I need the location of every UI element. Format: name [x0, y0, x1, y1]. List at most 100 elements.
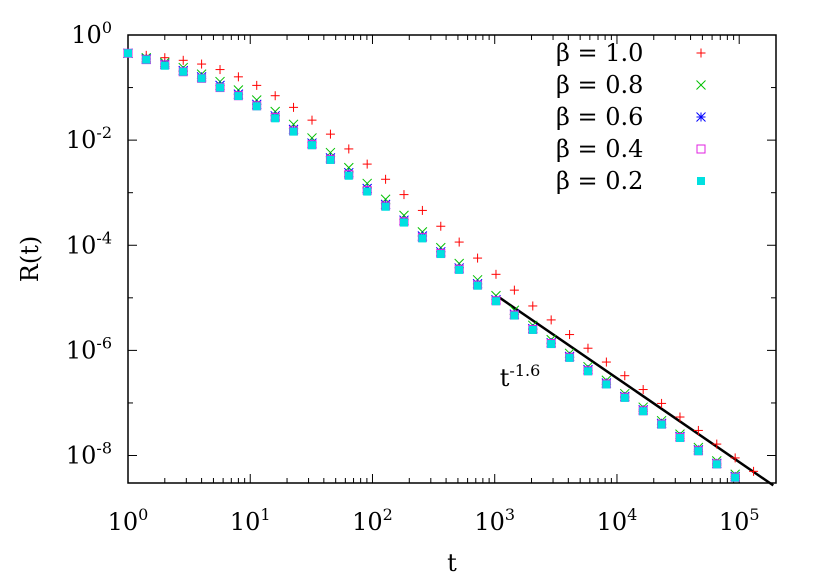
data-point	[363, 187, 372, 196]
data-point	[417, 205, 427, 215]
data-point	[233, 72, 243, 82]
series-points	[123, 48, 741, 482]
x-axis-label: t	[447, 549, 457, 577]
data-point	[197, 59, 207, 69]
legend-marker	[696, 48, 706, 58]
data-point	[657, 420, 666, 429]
data-point	[344, 144, 354, 154]
data-point	[271, 114, 280, 123]
data-point	[565, 330, 575, 340]
data-point	[546, 315, 556, 325]
data-point	[565, 353, 574, 362]
x-tick-label: 105	[719, 505, 760, 536]
data-point	[491, 269, 501, 279]
x-tick-label: 104	[597, 505, 638, 536]
data-point	[749, 466, 759, 476]
legend-label: β = 0.6	[556, 103, 643, 131]
legend-marker	[696, 80, 706, 90]
data-point	[252, 102, 261, 111]
data-point	[712, 439, 722, 449]
data-point	[252, 80, 262, 90]
data-point	[399, 190, 409, 200]
data-point	[601, 357, 611, 367]
data-point	[142, 55, 151, 64]
legend-marker	[696, 112, 706, 122]
data-point	[270, 91, 280, 101]
data-point	[215, 65, 225, 75]
y-tick-labels: 100 10-2 10-4 10-6 10-8	[66, 18, 112, 470]
plot-frame	[127, 34, 777, 484]
data-point	[362, 159, 372, 169]
data-point	[124, 49, 132, 58]
data-point	[289, 102, 299, 112]
data-point	[675, 433, 684, 442]
data-point	[473, 281, 482, 290]
data-point	[547, 340, 556, 349]
data-point	[693, 425, 703, 435]
legend-marker	[696, 144, 706, 154]
data-point	[620, 393, 629, 402]
data-point	[454, 237, 464, 247]
data-point	[381, 202, 390, 211]
axis-ticks	[127, 34, 777, 483]
x-tick-label: 101	[230, 505, 271, 536]
series-points	[123, 48, 740, 482]
data-point	[436, 250, 445, 259]
x-tick-label: 102	[352, 505, 393, 536]
data-point	[307, 115, 317, 125]
data-point	[216, 83, 225, 92]
data-point	[528, 325, 537, 334]
fit-line-group	[499, 296, 774, 487]
series-points	[124, 49, 740, 482]
data-point	[418, 234, 427, 243]
legend-label: β = 1.0	[556, 39, 643, 67]
legend: β = 1.0 β = 0.8 β = 0.6 β = 0.4 β = 0.2	[556, 39, 706, 195]
data-point	[289, 127, 298, 136]
data-point	[344, 171, 353, 180]
y-tick-label: 10-8	[66, 439, 112, 470]
x-tick-label: 100	[108, 505, 149, 536]
y-tick-label: 10-6	[66, 333, 112, 364]
data-point	[234, 92, 243, 101]
x-tick-label: 103	[474, 505, 515, 536]
data-point	[602, 380, 611, 389]
data-point	[620, 371, 630, 381]
data-point	[325, 129, 335, 139]
data-point	[399, 210, 409, 221]
legend-marker	[697, 177, 705, 185]
series-points	[123, 48, 759, 476]
data-point	[197, 74, 206, 83]
data-point	[583, 343, 593, 353]
y-axis-label: R(t)	[16, 236, 44, 282]
data-point	[455, 265, 464, 274]
data-point	[731, 473, 740, 482]
y-tick-label: 100	[71, 18, 112, 49]
data-point	[528, 301, 538, 311]
power-law-annotation: t-1.6	[500, 361, 541, 392]
data-point	[509, 285, 519, 295]
data-point	[399, 218, 408, 227]
legend-label: β = 0.2	[556, 167, 643, 195]
data-point	[179, 67, 188, 76]
data-point	[160, 61, 169, 70]
data-points	[123, 48, 759, 482]
data-point	[436, 221, 446, 231]
y-tick-label: 10-2	[66, 123, 112, 154]
data-point	[583, 367, 592, 376]
data-point	[694, 447, 703, 456]
data-point	[381, 174, 391, 184]
data-point	[178, 55, 188, 65]
data-point	[730, 453, 740, 463]
data-point	[639, 407, 648, 416]
y-tick-label: 10-4	[66, 228, 112, 259]
data-point	[307, 141, 316, 150]
data-point	[657, 398, 667, 408]
data-point	[473, 253, 483, 263]
data-point	[675, 412, 685, 422]
data-point	[510, 311, 519, 320]
legend-label: β = 0.4	[556, 135, 643, 163]
data-point	[491, 297, 500, 306]
fit-line	[499, 296, 774, 487]
x-tick-labels: 100 101 102 103 104 105	[108, 505, 760, 536]
